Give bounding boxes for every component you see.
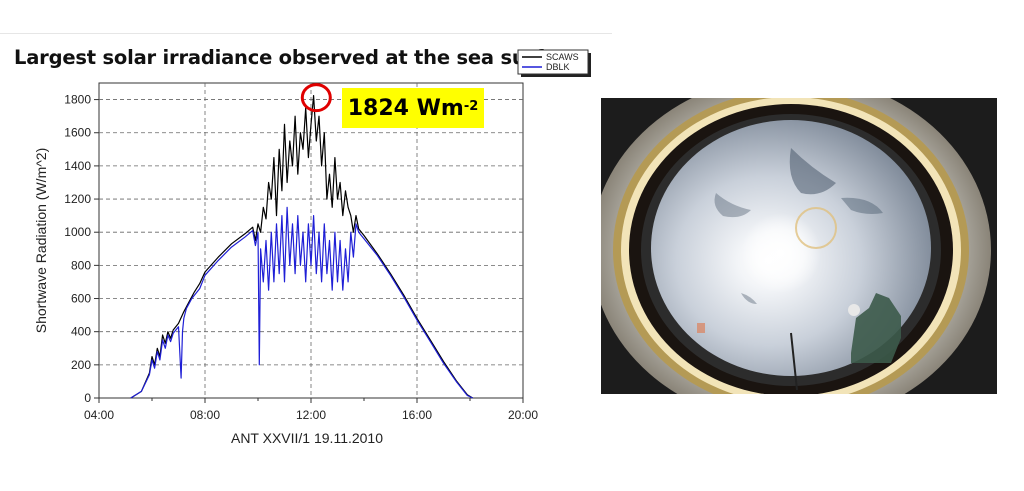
x-axis-title: ANT XXVII/1 19.11.2010	[231, 430, 383, 446]
series-line-scaws	[130, 94, 474, 399]
x-tick-label: 12:00	[296, 408, 326, 422]
y-tick-label: 1400	[64, 159, 91, 173]
y-tick-label: 1800	[64, 93, 91, 107]
x-tick-label: 16:00	[402, 408, 432, 422]
slide-title: Largest solar irradiance observed at the…	[14, 46, 581, 69]
legend-box	[517, 49, 589, 75]
y-tick-label: 1200	[64, 192, 91, 206]
header-divider	[0, 33, 612, 34]
y-tick-label: 0	[84, 391, 91, 405]
shortwave-radiation-chart: 0 200 400 600 800 1000 1200 1400 1600 1800 04:00 08…	[33, 49, 591, 446]
callout-exponent: -2	[463, 98, 479, 114]
y-tick-label: 600	[71, 292, 91, 306]
y-tick-label: 200	[71, 358, 91, 372]
legend-label-scaws: SCAWS	[546, 52, 579, 62]
x-tick-label: 04:00	[84, 408, 114, 422]
fisheye-sky-image	[601, 98, 997, 394]
legend-label-dblk: DBLK	[546, 62, 570, 72]
series-line-dblk	[130, 206, 473, 399]
y-tick-label: 400	[71, 325, 91, 339]
y-axis-title: Shortwave Radiation (W/m^2)	[33, 148, 49, 334]
y-tick-label: 800	[71, 258, 91, 272]
callout-value: 1824 Wm	[347, 95, 464, 121]
y-tick-label: 1600	[64, 126, 91, 140]
x-tick-label: 08:00	[190, 408, 220, 422]
max-irradiance-callout: 1824 Wm -2	[342, 88, 484, 128]
peak-marker-circle	[300, 83, 332, 113]
x-tick-label: 20:00	[508, 408, 538, 422]
y-tick-label: 1000	[64, 225, 91, 239]
fisheye-sky-photo	[601, 98, 997, 394]
